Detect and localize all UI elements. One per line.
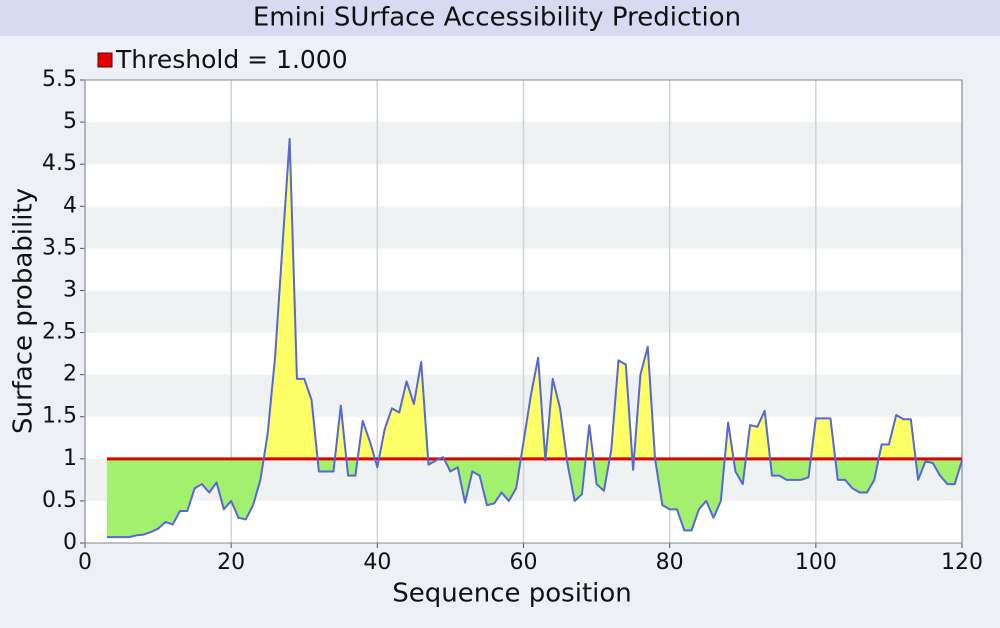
- y-tick-label: 4: [63, 193, 77, 218]
- y-tick-label: 5.5: [42, 67, 77, 92]
- y-axis-label: Surface probability: [9, 188, 39, 434]
- title-band: [0, 0, 1000, 36]
- x-tick-label: 60: [510, 550, 538, 575]
- data-line: [106, 137, 963, 539]
- y-tick-label: 3: [63, 277, 77, 302]
- legend-label: Threshold = 1.000: [115, 45, 348, 74]
- x-tick-label: 100: [795, 550, 837, 575]
- y-tick-label: 0: [63, 530, 77, 555]
- area-above: [106, 138, 962, 459]
- plot-border: [84, 79, 963, 544]
- x-axis-label: Sequence position: [392, 579, 632, 609]
- x-tick-label: 80: [656, 550, 684, 575]
- chart-title: Emini SUrface Accessibility Prediction: [253, 3, 741, 33]
- y-tick-label: 2: [63, 362, 77, 387]
- x-tick-label: 40: [363, 550, 391, 575]
- x-tick-label: 120: [941, 550, 983, 575]
- y-tick-label: 5: [63, 109, 77, 134]
- y-tick-label: 0.5: [42, 488, 77, 513]
- x-tick-label: 20: [217, 550, 245, 575]
- y-tick-label: 1.5: [42, 404, 77, 429]
- y-tick-label: 1: [63, 446, 77, 471]
- y-tick-label: 3.5: [42, 235, 77, 260]
- y-tick-label: 2.5: [42, 320, 77, 345]
- x-tick-label: 0: [78, 550, 92, 575]
- y-tick-label: 4.5: [42, 151, 77, 176]
- legend-swatch: [97, 52, 113, 68]
